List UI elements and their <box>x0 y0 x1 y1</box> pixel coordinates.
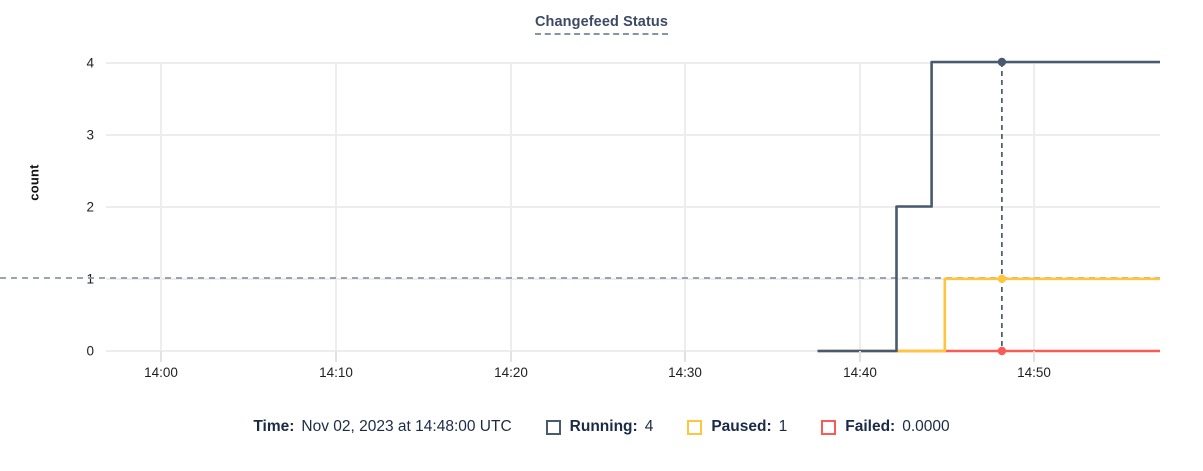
chart-title-text: Changefeed Status <box>534 14 669 35</box>
x-tickmark-1410 <box>335 351 337 362</box>
chart-legend: Time: Nov 02, 2023 at 14:48:00 UTC Runni… <box>0 418 1203 436</box>
series-line-paused <box>817 277 1160 353</box>
y-tick-3: 3 <box>86 127 94 143</box>
y-tick-0: 0 <box>86 343 94 359</box>
legend-item-paused[interactable]: Paused: 1 <box>687 418 787 436</box>
x-tick-label-1420: 14:20 <box>494 365 528 380</box>
legend-running-key: Running: <box>569 418 638 435</box>
legend-failed-value: 0.0000 <box>902 418 950 435</box>
gridline-y-4 <box>106 62 1160 64</box>
gridline-x-1440 <box>859 62 861 351</box>
legend-paused-key: Paused: <box>711 418 772 435</box>
y-tick-2: 2 <box>86 199 94 215</box>
x-tick-label-1440: 14:40 <box>843 365 877 380</box>
legend-item-failed[interactable]: Failed: 0.0000 <box>821 418 950 436</box>
legend-time-value: Nov 02, 2023 at 14:48:00 UTC <box>301 418 512 435</box>
legend-failed-key: Failed: <box>845 418 896 435</box>
legend-paused-value: 1 <box>778 418 788 435</box>
gridline-y-2 <box>106 206 1160 208</box>
gridline-x-1400 <box>160 62 162 351</box>
x-tick-label-1410: 14:10 <box>319 365 353 380</box>
gridline-x-1450 <box>1033 62 1035 351</box>
gridline-y-3 <box>106 134 1160 136</box>
legend-swatch-running-icon <box>545 419 561 435</box>
series-plot <box>0 57 1160 356</box>
legend-divider-2 <box>653 427 687 428</box>
legend-item-running[interactable]: Running: 4 <box>545 418 654 436</box>
legend-divider-3 <box>787 427 821 428</box>
x-tickmark-1420 <box>510 351 512 362</box>
gridline-x-1430 <box>684 62 686 351</box>
x-tickmark-1440 <box>859 351 861 362</box>
legend-time-key: Time: <box>253 418 295 435</box>
x-tickmark-1430 <box>684 351 686 362</box>
hover-point-failed <box>997 346 1007 356</box>
x-tick-label-1400: 14:00 <box>144 365 178 380</box>
y-tick-4: 4 <box>86 55 94 71</box>
x-tickmark-1400 <box>160 351 162 362</box>
gridline-y-1 <box>106 278 1160 280</box>
y-axis-tick-labels: 0 1 2 3 4 <box>6 56 94 359</box>
plot-area[interactable] <box>0 57 1160 356</box>
gridline-x-1410 <box>335 62 337 351</box>
legend-running-value: 4 <box>644 418 654 435</box>
legend-item-time: Time: Nov 02, 2023 at 14:48:00 UTC <box>253 418 511 436</box>
x-tickmark-1450 <box>1033 351 1035 362</box>
y-tick-1: 1 <box>86 271 94 287</box>
x-axis: 14:00 14:10 14:20 14:30 14:40 14:50 <box>106 351 1160 391</box>
x-tick-label-1450: 14:50 <box>1017 365 1051 380</box>
legend-divider-1 <box>512 427 546 428</box>
series-line-running <box>817 60 1160 353</box>
page-title: Changefeed Status <box>0 14 1203 35</box>
x-tick-label-1430: 14:30 <box>668 365 702 380</box>
gridline-y-0 <box>106 350 1160 352</box>
legend-swatch-paused-icon <box>687 419 703 435</box>
hover-point-paused <box>997 274 1007 283</box>
legend-swatch-failed-icon <box>821 419 837 435</box>
hover-point-running <box>997 57 1007 67</box>
gridline-x-1420 <box>510 62 512 351</box>
